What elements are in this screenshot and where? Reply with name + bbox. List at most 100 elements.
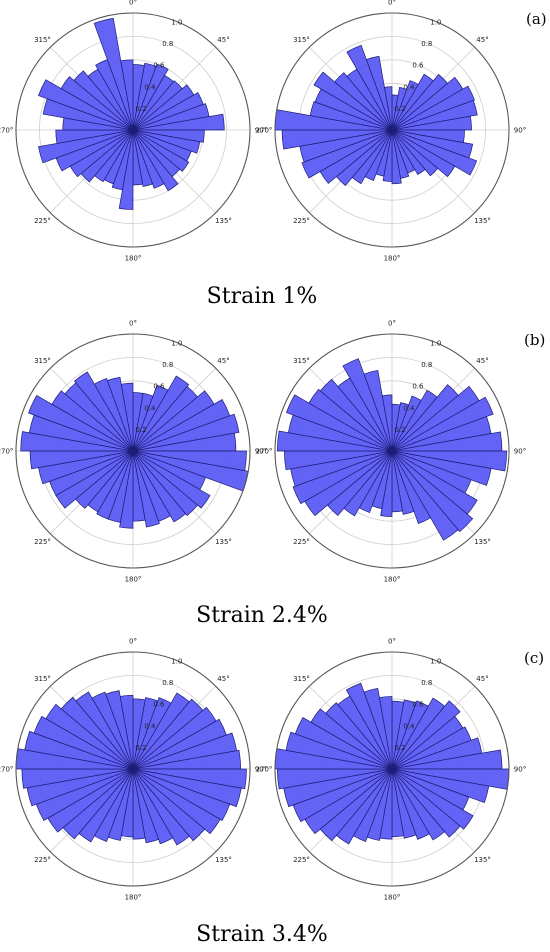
theta-tick-label: 315° xyxy=(293,357,310,365)
rose-bar xyxy=(132,413,240,452)
rose-bar xyxy=(132,113,225,131)
rose-bar xyxy=(391,450,474,533)
r-tick-label: 0.4 xyxy=(144,722,156,730)
rose-bar xyxy=(391,129,402,185)
rose-bar xyxy=(313,71,393,131)
rose-bar xyxy=(391,768,490,804)
rose-bar xyxy=(325,702,393,770)
rose-bar xyxy=(391,129,426,176)
rose-bar xyxy=(285,731,393,770)
rose-bar xyxy=(310,708,393,770)
theta-tick-label: 225° xyxy=(34,856,51,864)
theta-tick-label: 270° xyxy=(256,766,273,774)
rose-bar xyxy=(38,129,134,164)
r-tick-label: 0.8 xyxy=(421,40,432,48)
theta-tick-label: 225° xyxy=(34,217,51,225)
panel-label-b: (b) xyxy=(524,331,545,349)
rose-bar xyxy=(391,396,494,452)
theta-tick-label: 225° xyxy=(293,856,310,864)
r-tick-label: 0.4 xyxy=(403,83,415,91)
rose-bar xyxy=(391,450,432,525)
rose-bar xyxy=(391,129,478,176)
theta-tick-label: 225° xyxy=(293,217,310,225)
rose-bar xyxy=(378,696,393,770)
rose-bar xyxy=(384,86,393,131)
rose-bar xyxy=(51,390,134,452)
r-tick-label: 0.6 xyxy=(153,701,165,709)
rose-bar xyxy=(381,394,393,452)
r-tick-label: 0.8 xyxy=(421,679,432,687)
theta-tick-label: 90° xyxy=(514,448,526,456)
rose-bar xyxy=(132,129,165,189)
rose-bar xyxy=(55,129,134,144)
theta-tick-label: 315° xyxy=(293,36,310,44)
rose-bar xyxy=(345,682,393,770)
rose-bar xyxy=(132,63,169,131)
r-tick-label: 0.6 xyxy=(412,383,424,391)
rose-plot-3: 0° 45° 90° 135° 180° 225° 270° 315° 0.2 0.4 0.6 0.8… xyxy=(0,320,267,584)
r-tick-label: 0.8 xyxy=(421,361,432,369)
rose-plot-6: 0° 45° 90° 135° 180° 225° 270° 315° 0.2 0.4 0.6 0.8… xyxy=(256,638,527,902)
rose-bar xyxy=(292,450,393,505)
caption-strain-3-4: Strain 3.4% xyxy=(196,922,328,947)
theta-tick-label: 315° xyxy=(34,675,51,683)
theta-tick-label: 180° xyxy=(125,894,142,902)
rose-plots: 0° 45° 90° 135° 180° 225° 270° 315° 0.2 0.4 0.6 0.8… xyxy=(0,0,526,902)
polar-frame xyxy=(274,333,510,569)
theta-tick-label: 270° xyxy=(0,448,13,456)
rose-bar xyxy=(132,768,160,844)
r-tick-label: 0.6 xyxy=(412,701,424,709)
r-tick-label: 0.4 xyxy=(144,404,156,412)
r-tick-label: 1.0 xyxy=(171,18,182,26)
r-tick-label: 1.0 xyxy=(171,339,182,347)
rose-bar xyxy=(73,70,134,131)
rose-bar xyxy=(308,388,393,452)
theta-tick-label: 135° xyxy=(474,538,491,546)
rose-bar xyxy=(132,375,190,452)
caption-strain-2-4: Strain 2.4% xyxy=(196,603,328,628)
rose-bar xyxy=(391,768,446,841)
theta-tick-label: 315° xyxy=(34,36,51,44)
theta-tick-label: 135° xyxy=(474,856,491,864)
theta-tick-label: 45° xyxy=(476,36,488,44)
theta-tick-label: 180° xyxy=(125,255,142,263)
theta-tick-label: 315° xyxy=(293,675,310,683)
r-tick-label: 0.2 xyxy=(394,744,405,752)
theta-tick-label: 45° xyxy=(217,357,229,365)
rose-bar xyxy=(132,768,146,840)
theta-tick-label: 225° xyxy=(34,538,51,546)
r-tick-label: 0.2 xyxy=(135,426,146,434)
polar-frame xyxy=(15,651,251,887)
rose-bar xyxy=(132,768,174,845)
rose-bar xyxy=(391,129,456,178)
rose-bar xyxy=(75,691,134,770)
theta-tick-label: 270° xyxy=(0,127,13,135)
r-tick-label: 0.4 xyxy=(403,722,415,730)
theta-tick-label: 45° xyxy=(217,675,229,683)
rose-bar xyxy=(132,450,211,509)
rose-bar xyxy=(33,715,134,770)
rose-bar xyxy=(391,450,459,541)
theta-tick-label: 135° xyxy=(215,856,232,864)
theta-tick-label: 90° xyxy=(255,766,267,774)
rose-bar xyxy=(120,59,134,131)
rose-bar xyxy=(38,79,134,131)
r-tick-label: 0.6 xyxy=(412,62,424,70)
r-tick-label: 0.8 xyxy=(162,40,173,48)
theta-tick-label: 45° xyxy=(217,36,229,44)
rose-bar xyxy=(294,717,393,770)
rose-bar xyxy=(132,768,231,821)
theta-tick-label: 0° xyxy=(388,320,396,328)
rose-bar xyxy=(132,768,206,842)
rose-bar xyxy=(132,768,190,846)
rose-bar xyxy=(73,371,134,452)
theta-tick-label: 270° xyxy=(0,766,13,774)
r-tick-label: 1.0 xyxy=(171,657,182,665)
r-tick-label: 0.6 xyxy=(153,383,165,391)
theta-tick-label: 90° xyxy=(514,766,526,774)
rose-bar xyxy=(132,450,160,528)
rose-bar xyxy=(391,99,478,131)
r-tick-label: 0.2 xyxy=(394,426,405,434)
theta-tick-label: 0° xyxy=(388,0,396,7)
